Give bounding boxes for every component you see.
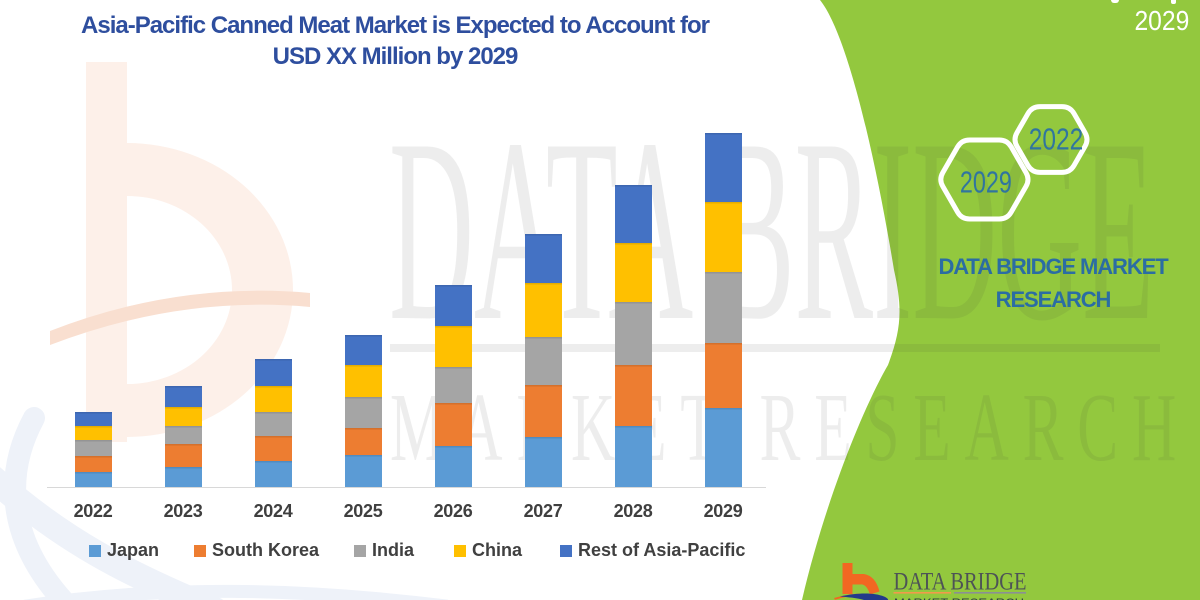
svg-text:MARKET RESEARCH: MARKET RESEARCH [894,598,1024,600]
svg-text:MARKET RESEARCH: MARKET RESEARCH [390,374,1190,482]
svg-text:2022: 2022 [1029,122,1084,157]
svg-text:DATA BRIDGE: DATA BRIDGE [894,569,1027,596]
svg-text:2029: 2029 [960,165,1012,200]
svg-text:DATA BRIDGE: DATA BRIDGE [389,85,1154,375]
